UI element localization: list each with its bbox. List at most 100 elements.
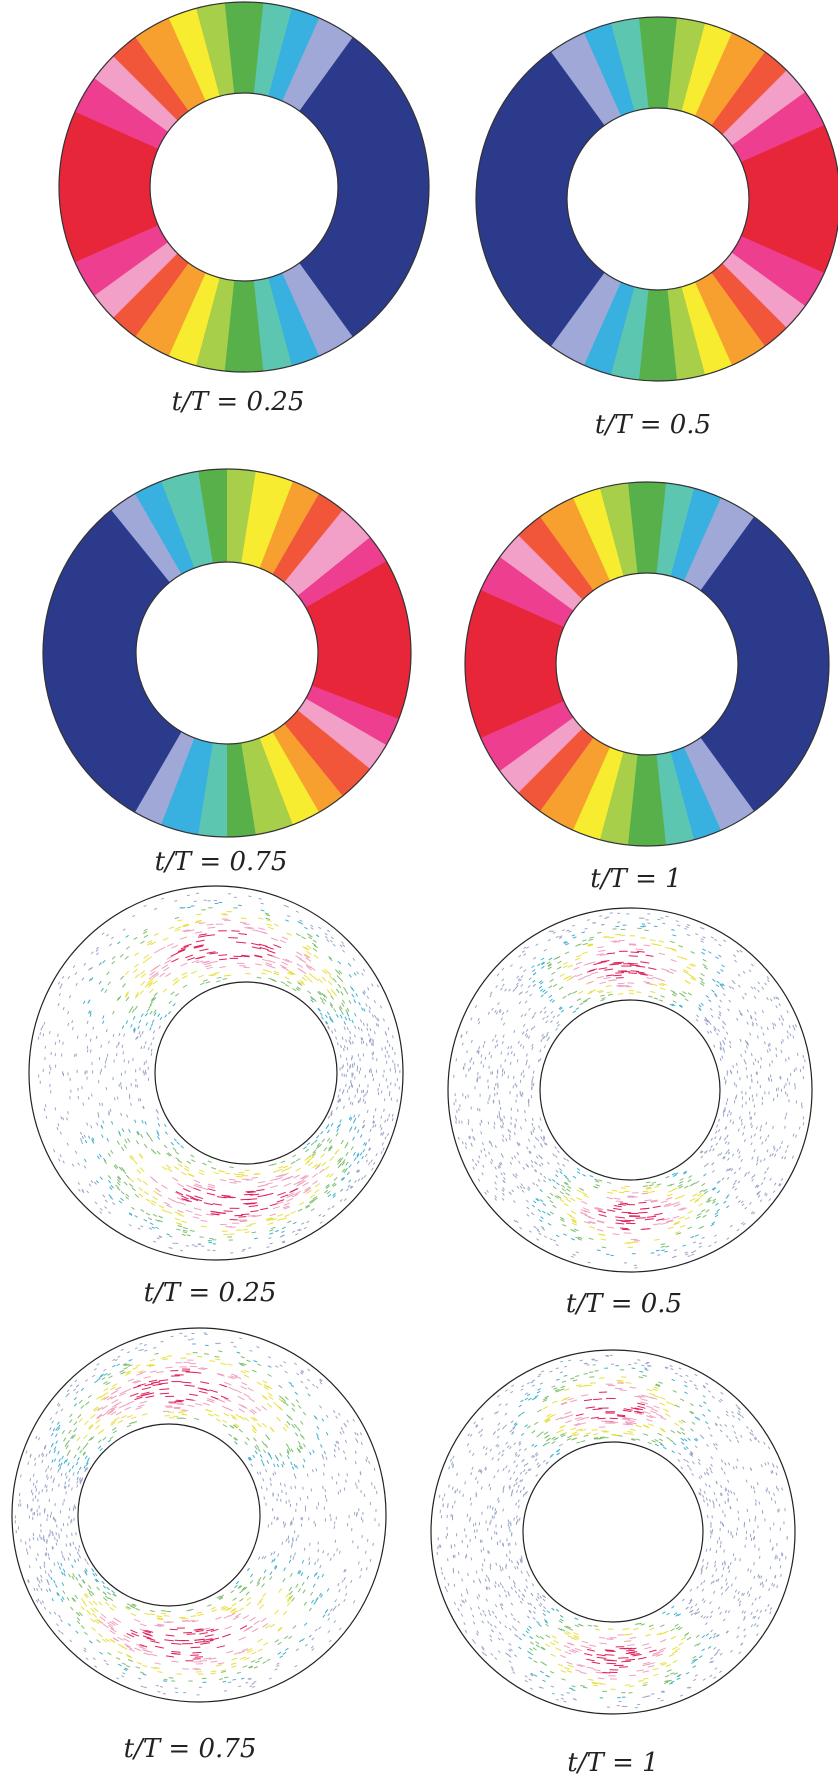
vector-arrow	[589, 990, 595, 993]
vector-arrow	[348, 963, 352, 967]
vector-arrow	[528, 1230, 532, 1233]
vector-arrow	[208, 973, 214, 977]
contour-band	[686, 283, 725, 373]
contour-band	[63, 206, 154, 237]
vector-arrow	[666, 1220, 674, 1223]
vector-arrow	[324, 1189, 329, 1194]
vector-arrow	[90, 1590, 95, 1596]
vector-arrow	[60, 1462, 63, 1466]
vector-arrow	[351, 987, 355, 992]
vector-arrow	[380, 1132, 383, 1136]
vector-arrow	[104, 1206, 108, 1209]
vector-arrow	[572, 936, 577, 939]
vector-arrow	[303, 1189, 310, 1194]
contour-band	[277, 13, 320, 102]
vector-arrow	[329, 1156, 335, 1162]
vector-arrow	[261, 1440, 266, 1446]
vector-arrow	[523, 946, 527, 950]
vector-arrow	[152, 1383, 163, 1386]
vector-arrow	[563, 1202, 569, 1207]
vector-arrow	[71, 1597, 75, 1602]
contour-band	[48, 596, 141, 631]
contour-band	[294, 31, 353, 112]
vector-arrow	[567, 964, 574, 968]
vector-arrow	[273, 1609, 279, 1615]
contour-band	[42, 643, 137, 655]
vector-arrow	[288, 1559, 292, 1564]
contour-band	[258, 278, 284, 370]
vector-arrow	[144, 1649, 153, 1653]
vector-arrow	[373, 999, 376, 1004]
vector-arrow	[142, 1180, 149, 1186]
vector-arrow	[110, 1184, 114, 1189]
vector-arrow	[265, 964, 272, 968]
vector-arrow	[372, 1161, 376, 1166]
vector-arrow	[480, 1119, 483, 1123]
contour-band	[206, 469, 223, 563]
vector-arrow	[48, 1030, 51, 1035]
vector-arrow	[80, 1140, 84, 1145]
vector-arrow	[547, 963, 552, 967]
contour-band	[717, 717, 795, 779]
vector-arrow	[238, 1607, 245, 1612]
vector-arrow	[511, 1156, 514, 1160]
vector-arrow	[99, 1208, 103, 1211]
vector-arrow	[672, 1215, 680, 1219]
vector-arrow	[758, 1190, 761, 1194]
vector-arrow	[326, 1588, 330, 1592]
vector-arrow	[95, 1180, 99, 1184]
vector-arrow	[501, 1138, 504, 1142]
vector-arrow	[572, 1222, 578, 1226]
vector-arrow	[699, 1150, 703, 1154]
contour-band	[127, 260, 190, 338]
vector-arrow	[610, 940, 618, 942]
contour-band	[262, 5, 292, 97]
vector-arrow	[82, 1102, 85, 1106]
vector-arrow	[532, 983, 536, 987]
vector-arrow	[125, 991, 130, 996]
vector-arrow	[368, 1009, 371, 1014]
vector-arrow	[357, 1026, 360, 1030]
vector-arrow	[359, 1134, 363, 1138]
vector-arrow	[109, 1108, 112, 1112]
vector-arrow	[175, 1157, 180, 1161]
vector-arrow	[576, 973, 583, 977]
vector-arrow	[337, 1163, 342, 1169]
contour-band	[574, 32, 621, 119]
vector-arrow	[203, 1202, 214, 1206]
vector-arrow	[143, 904, 147, 908]
vector-arrow	[343, 1569, 346, 1573]
vector-arrow	[83, 1434, 88, 1439]
vector-arrow	[146, 1008, 150, 1013]
contour-band	[334, 137, 425, 168]
contour-band	[525, 731, 591, 807]
vector-arrow	[45, 1552, 48, 1556]
vector-arrow	[281, 1463, 284, 1468]
vector-arrow	[84, 1592, 89, 1598]
vector-arrow	[171, 1653, 181, 1655]
vector-arrow	[329, 939, 333, 943]
vector-arrow	[210, 1396, 219, 1400]
vector-arrow	[138, 1031, 141, 1035]
vector-arrow	[146, 956, 152, 961]
vector-arrow	[234, 1423, 240, 1428]
vector-arrow	[774, 1153, 777, 1157]
contour-band	[720, 556, 800, 615]
vector-arrow	[265, 1434, 270, 1439]
vector-arrow	[68, 1478, 71, 1482]
vector-arrow	[106, 1586, 110, 1591]
vector-arrow	[554, 1146, 557, 1150]
vector-arrow	[194, 1641, 205, 1644]
contour-band	[78, 706, 157, 770]
vector-arrow	[749, 1032, 752, 1036]
vector-arrow	[310, 1591, 314, 1596]
contour-band	[67, 698, 151, 755]
vector-arrow	[507, 1128, 510, 1132]
vector-arrow	[652, 1205, 661, 1209]
vector-arrow	[315, 1597, 319, 1601]
contour-band	[737, 643, 829, 660]
vector-arrow	[154, 1187, 161, 1193]
vector-arrow	[104, 989, 108, 994]
vector-arrow	[139, 1623, 147, 1627]
vector-arrow	[238, 1636, 246, 1641]
